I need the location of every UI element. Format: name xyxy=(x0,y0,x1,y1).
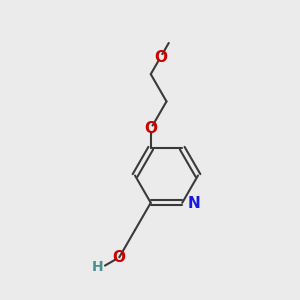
Text: O: O xyxy=(144,121,157,136)
Text: H: H xyxy=(92,260,103,274)
Text: O: O xyxy=(154,50,167,65)
Text: N: N xyxy=(188,196,200,211)
Text: O: O xyxy=(113,250,126,265)
